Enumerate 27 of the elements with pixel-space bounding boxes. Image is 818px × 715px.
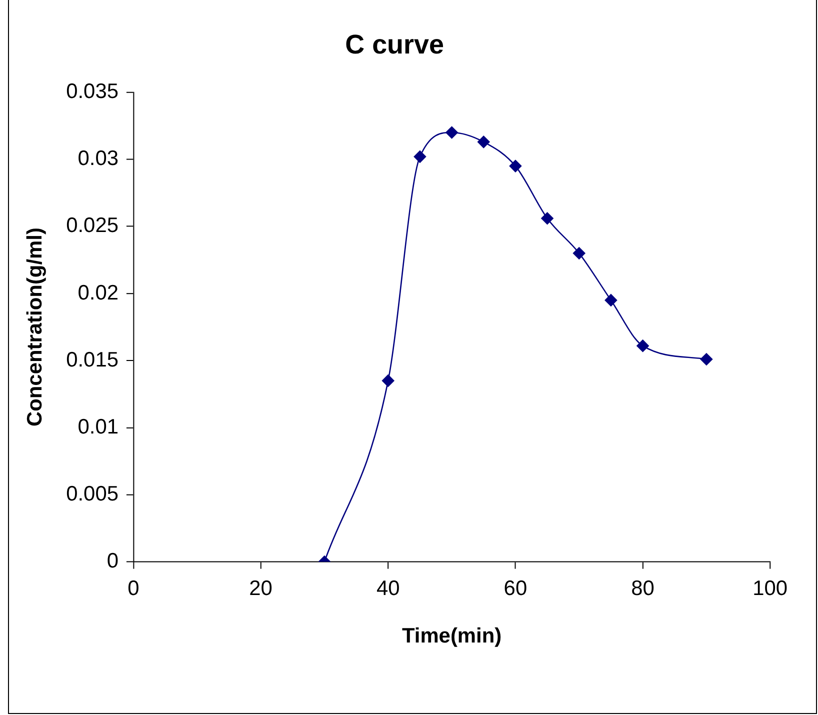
point [414,150,426,163]
y-tick-label: 0.02 [78,281,118,304]
x-tick-label: 40 [376,577,400,600]
point [509,160,522,172]
y-tick-label: 0 [106,550,118,573]
point [382,374,394,387]
y-axis-title: Concentration(g/ml) [23,228,46,427]
x-tick-label: 80 [631,577,654,600]
chart-title: C curve [345,30,444,60]
x-tick-label: 20 [249,577,272,600]
point [446,126,458,139]
y-tick-label: 0.005 [66,482,118,506]
y-tick-label: 0.025 [66,214,118,238]
point [541,212,554,225]
y-tick-label: 0.03 [78,147,118,170]
y-tick-label: 0.01 [78,415,118,438]
point [700,353,713,366]
x-tick-label: 60 [504,577,528,600]
y-tick-label: 0.035 [66,80,118,104]
point [636,340,649,352]
x-axis-title: Time(min) [402,624,502,648]
x-tick-label: 100 [752,577,788,600]
point [477,136,490,148]
y-tick-label: 0.015 [66,348,118,372]
point [572,247,586,260]
point [604,294,618,306]
x-tick-label: 0 [128,577,140,600]
